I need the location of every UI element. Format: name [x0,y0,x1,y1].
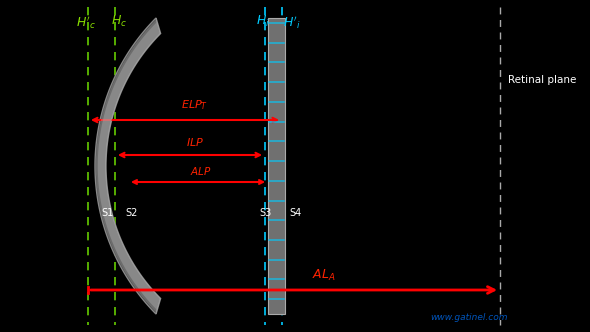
Text: S1: S1 [102,208,114,218]
Text: S2: S2 [126,208,138,218]
Text: S4: S4 [289,208,301,218]
Text: $H_c$: $H_c$ [111,14,127,29]
Polygon shape [98,22,160,310]
Text: Retinal plane: Retinal plane [508,75,576,85]
Text: $H'_c$: $H'_c$ [76,14,96,31]
Polygon shape [95,18,160,314]
Text: www.gatinel.com: www.gatinel.com [430,313,507,322]
Text: $ALP$: $ALP$ [190,165,212,177]
Text: $ILP$: $ILP$ [186,136,204,148]
Text: $H'_i$: $H'_i$ [283,14,301,31]
Polygon shape [96,19,160,313]
Text: $ELP_T$: $ELP_T$ [181,98,209,112]
Polygon shape [268,18,285,314]
Text: $H_i$: $H_i$ [256,14,270,29]
Text: S3: S3 [260,208,272,218]
Text: $AL_A$: $AL_A$ [312,268,336,283]
